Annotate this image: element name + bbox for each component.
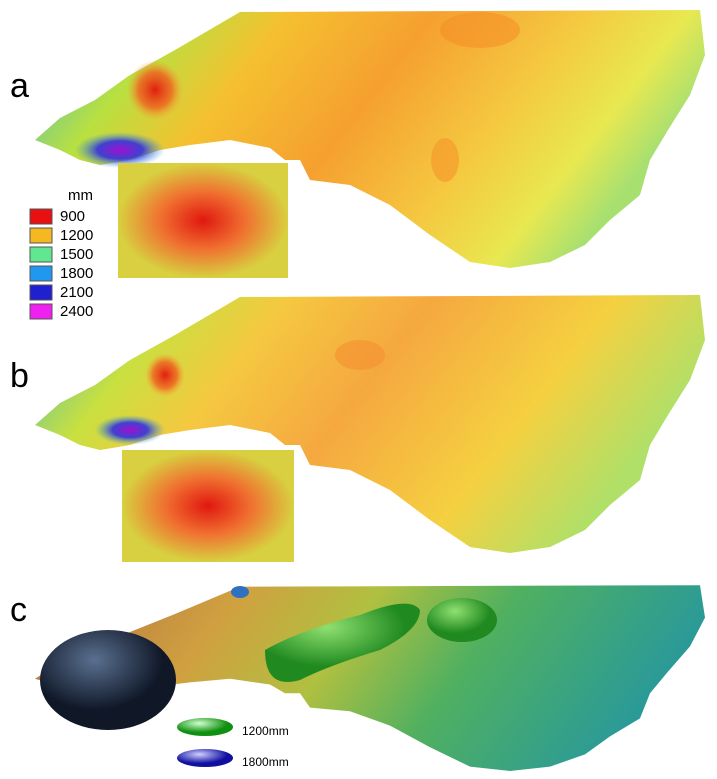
legend-label: 900 bbox=[60, 208, 85, 225]
blob bbox=[40, 630, 176, 730]
legend-label: 1200mm bbox=[242, 724, 289, 738]
blob bbox=[427, 598, 497, 642]
panel-label: a bbox=[10, 67, 29, 105]
figure: mm 900 1200 1500 1800 2100 2400 1200mm 1… bbox=[0, 0, 717, 779]
inset-a bbox=[118, 163, 288, 278]
legend-label: 2100 bbox=[60, 284, 93, 301]
panel-label: c bbox=[10, 591, 27, 629]
legend-label: 1800mm bbox=[242, 755, 289, 769]
inset-b bbox=[122, 450, 294, 562]
legend-label: 1200 bbox=[60, 227, 93, 244]
legend-c: 1200mm 1800mm bbox=[177, 718, 289, 769]
legend-label: 1500 bbox=[60, 246, 93, 263]
blob bbox=[231, 586, 249, 598]
legend-unit: mm bbox=[68, 187, 93, 204]
legend-a: mm 900 1200 1500 1800 2100 2400 bbox=[30, 187, 93, 320]
legend-label: 1800 bbox=[60, 265, 93, 282]
panel-label: b bbox=[10, 357, 29, 395]
legend-label: 2400 bbox=[60, 303, 93, 320]
